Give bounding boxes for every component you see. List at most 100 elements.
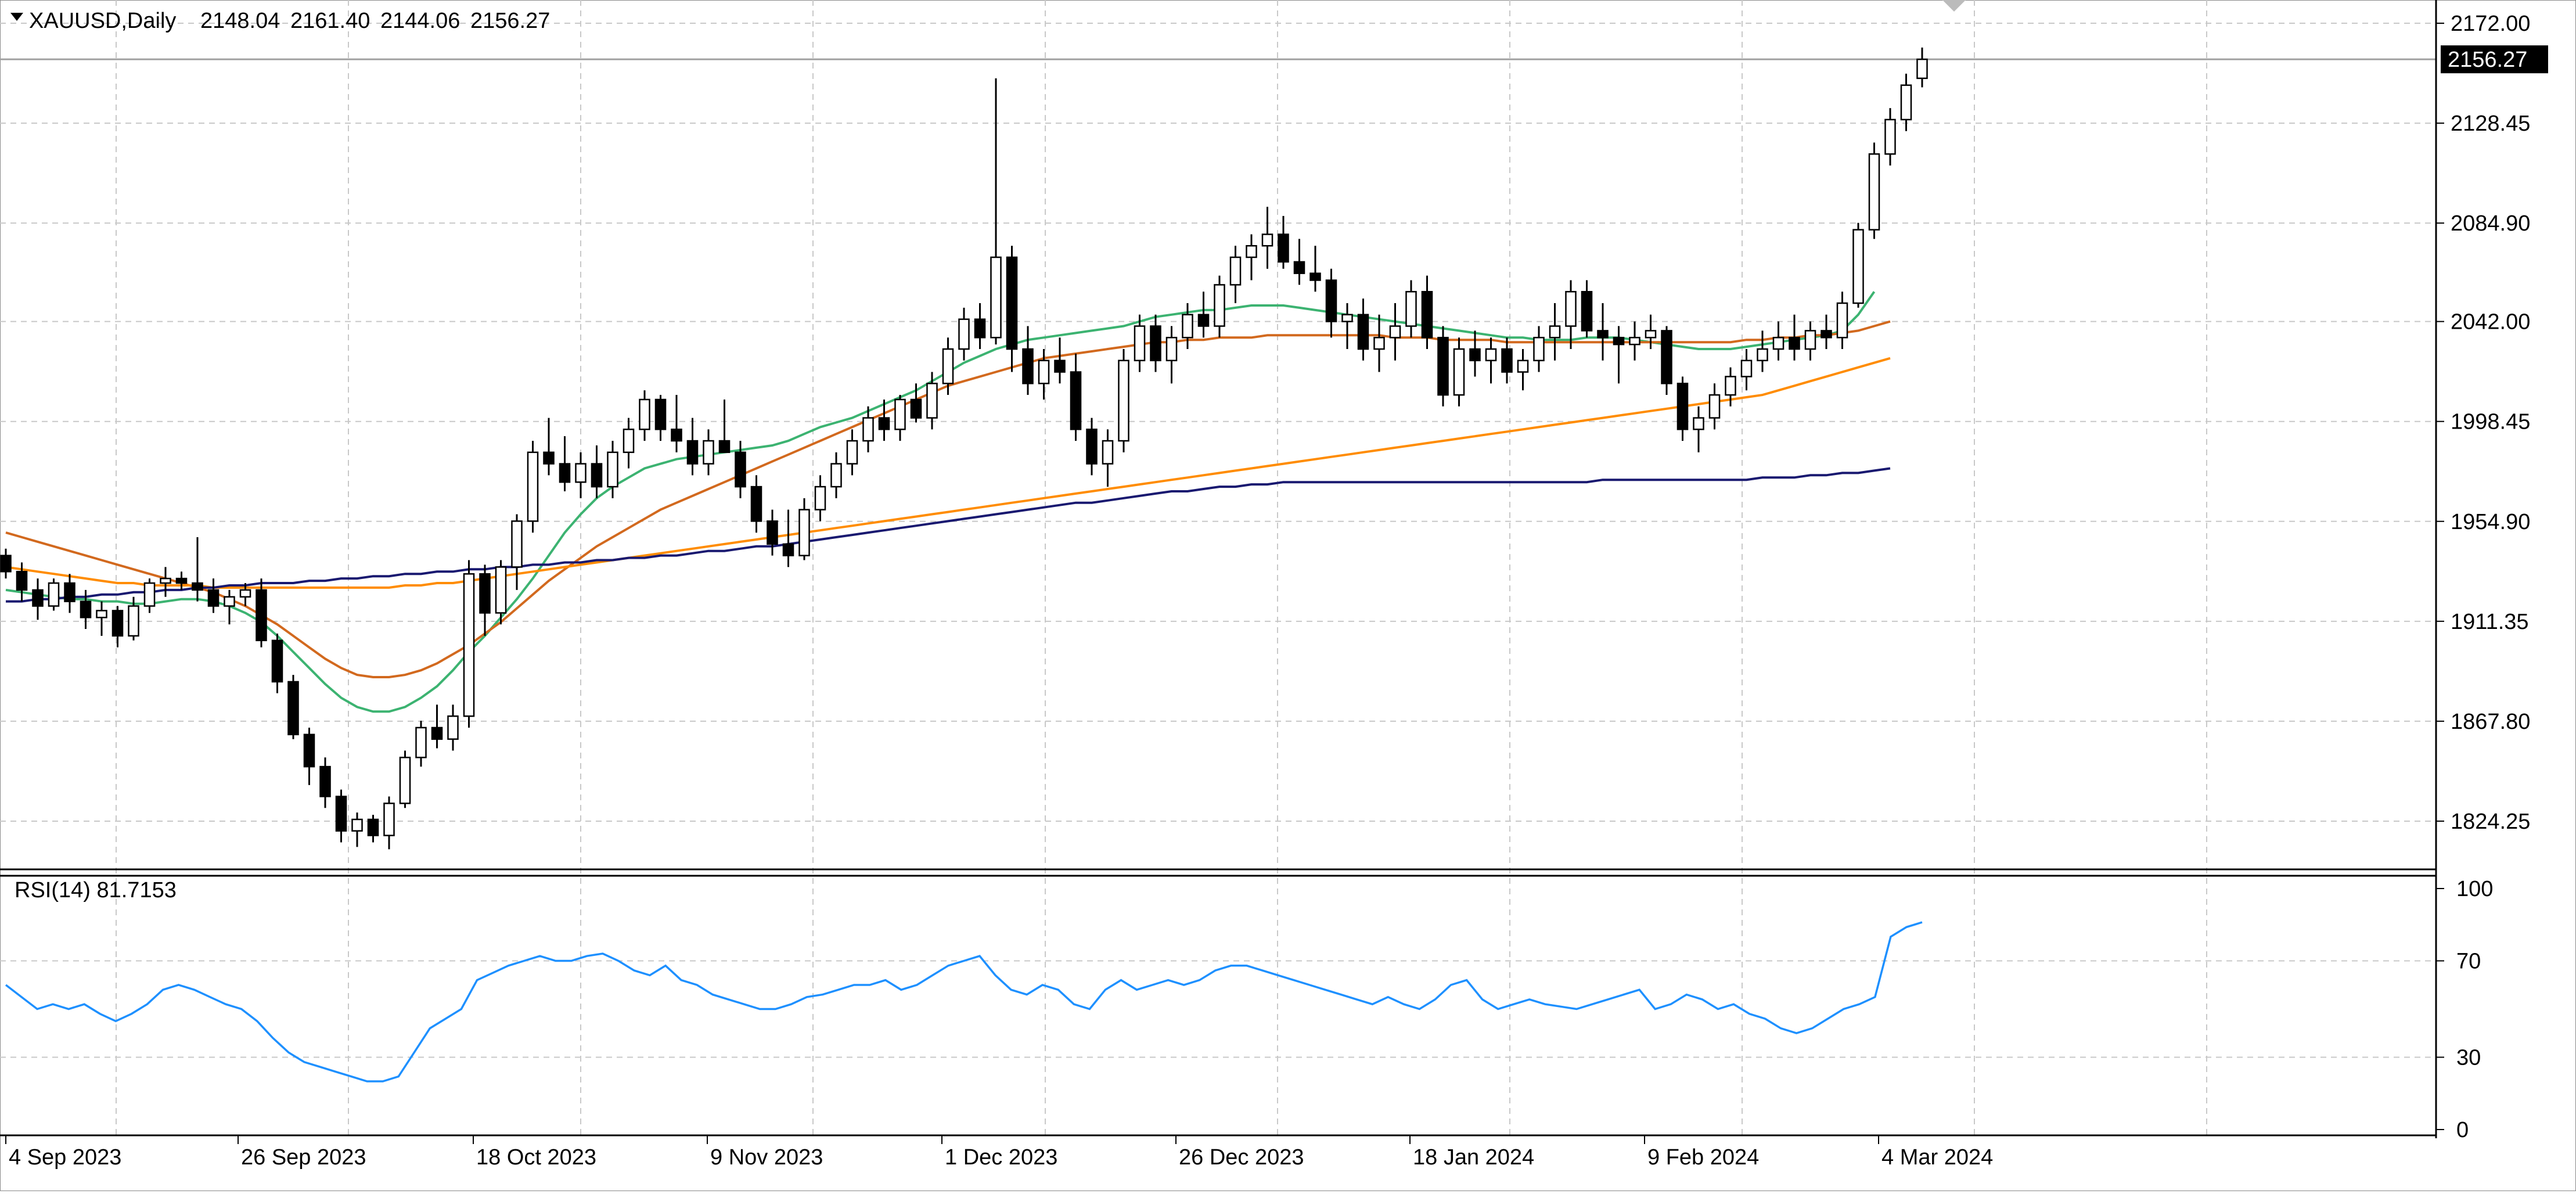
bull-candle-body (1533, 337, 1545, 362)
candle (303, 727, 315, 785)
price-tick-label: 1824.25 (2451, 810, 2530, 834)
bear-candle-body (1581, 291, 1593, 332)
candle (463, 560, 475, 728)
candle (1437, 326, 1449, 407)
candle (1182, 303, 1193, 350)
bull-candle-body (383, 803, 395, 836)
bull-candle-body (527, 451, 539, 522)
candle (750, 475, 762, 533)
bear-candle-body (1054, 359, 1066, 373)
bull-candle-body (1405, 291, 1417, 327)
candle (511, 514, 523, 590)
bear-candle-body (767, 520, 778, 545)
bull-candle-body (623, 429, 635, 454)
bear-candle-body (303, 733, 315, 768)
bull-candle-body (846, 440, 858, 465)
bear-candle-body (271, 639, 283, 683)
candle (1804, 321, 1816, 361)
candle (447, 704, 459, 751)
bear-candle-body (1325, 279, 1337, 322)
bear-candle-body (1789, 337, 1800, 350)
bull-candle-body (447, 715, 459, 740)
bull-candle-body (1453, 348, 1465, 396)
bull-candle-body (703, 440, 714, 465)
rsi-label: RSI(14) 81.7153 (15, 878, 177, 902)
candle (1916, 47, 1928, 88)
candle (1325, 268, 1337, 338)
candle (80, 589, 92, 630)
price-tick-label: 1954.90 (2451, 510, 2530, 534)
bull-candle-body (1565, 291, 1577, 327)
candle (1565, 280, 1577, 350)
candle (1821, 314, 1832, 350)
candle (974, 303, 986, 350)
current-price-box (2441, 45, 2548, 74)
bull-candle-body (1038, 359, 1050, 384)
bear-candle-body (1357, 314, 1369, 350)
candle (1389, 303, 1401, 361)
bull-candle-body (1725, 376, 1736, 396)
time-tick-label: 4 Mar 2024 (1881, 1145, 1993, 1170)
bull-candle-body (1261, 233, 1273, 247)
candle (639, 390, 650, 441)
bull-candle-body (1118, 359, 1129, 442)
candle (1070, 353, 1082, 441)
candle (1772, 321, 1785, 361)
candle (1725, 367, 1736, 407)
time-tick-label: 9 Feb 2024 (1647, 1145, 1759, 1170)
bull-candle-body (495, 566, 507, 614)
bear-candle-body (192, 582, 203, 591)
shift-marker-icon[interactable] (1942, 0, 1966, 12)
candle (160, 567, 171, 597)
bull-candle-body (48, 582, 60, 607)
bull-candle-body (1549, 325, 1561, 339)
candle (1485, 337, 1497, 384)
bear-candle-body (910, 398, 922, 419)
candle (1022, 326, 1034, 395)
bull-candle-body (224, 596, 235, 607)
moving-average-line (5, 357, 1891, 589)
candle (1581, 280, 1593, 338)
candle (1357, 298, 1369, 361)
ohlc-close: 2156.27 (470, 9, 550, 33)
candle (1757, 330, 1768, 372)
candle (0, 548, 12, 579)
bull-candle-body (128, 605, 139, 637)
bear-candle-body (287, 681, 299, 736)
bull-candle-body (798, 509, 810, 556)
bull-candle-body (814, 485, 826, 510)
time-tick-label: 26 Dec 2023 (1179, 1145, 1304, 1170)
bear-candle-body (974, 318, 986, 339)
bull-candle-body (1341, 314, 1353, 322)
candle (128, 596, 139, 641)
candle (1629, 321, 1640, 361)
bear-candle-body (0, 555, 12, 573)
bear-candle-body (718, 440, 731, 454)
candle (175, 571, 188, 590)
candle (399, 750, 411, 808)
bull-candle-body (1852, 229, 1864, 304)
candle (1453, 337, 1465, 407)
bull-candle-body (1134, 325, 1146, 362)
bull-candle-body (942, 348, 954, 384)
candle (942, 337, 954, 395)
bull-candle-body (511, 520, 523, 568)
bear-candle-body (175, 577, 188, 584)
candle (224, 589, 235, 625)
candle (1613, 326, 1625, 384)
bull-candle-body (1214, 284, 1225, 327)
bear-candle-body (1676, 383, 1689, 430)
candle (383, 796, 395, 850)
price-tick-label: 1998.45 (2451, 410, 2530, 434)
bear-candle-body (878, 417, 890, 430)
candle (1533, 326, 1545, 372)
time-tick-label: 18 Oct 2023 (476, 1145, 596, 1170)
candle (495, 560, 507, 625)
bear-candle-body (782, 543, 794, 556)
collapse-triangle-icon[interactable] (10, 13, 23, 21)
bull-candle-body (143, 582, 156, 607)
price-tick-label: 2128.45 (2451, 112, 2530, 136)
candle (367, 815, 379, 843)
rsi-line (5, 921, 1923, 1082)
time-tick-label: 1 Dec 2023 (945, 1145, 1057, 1170)
